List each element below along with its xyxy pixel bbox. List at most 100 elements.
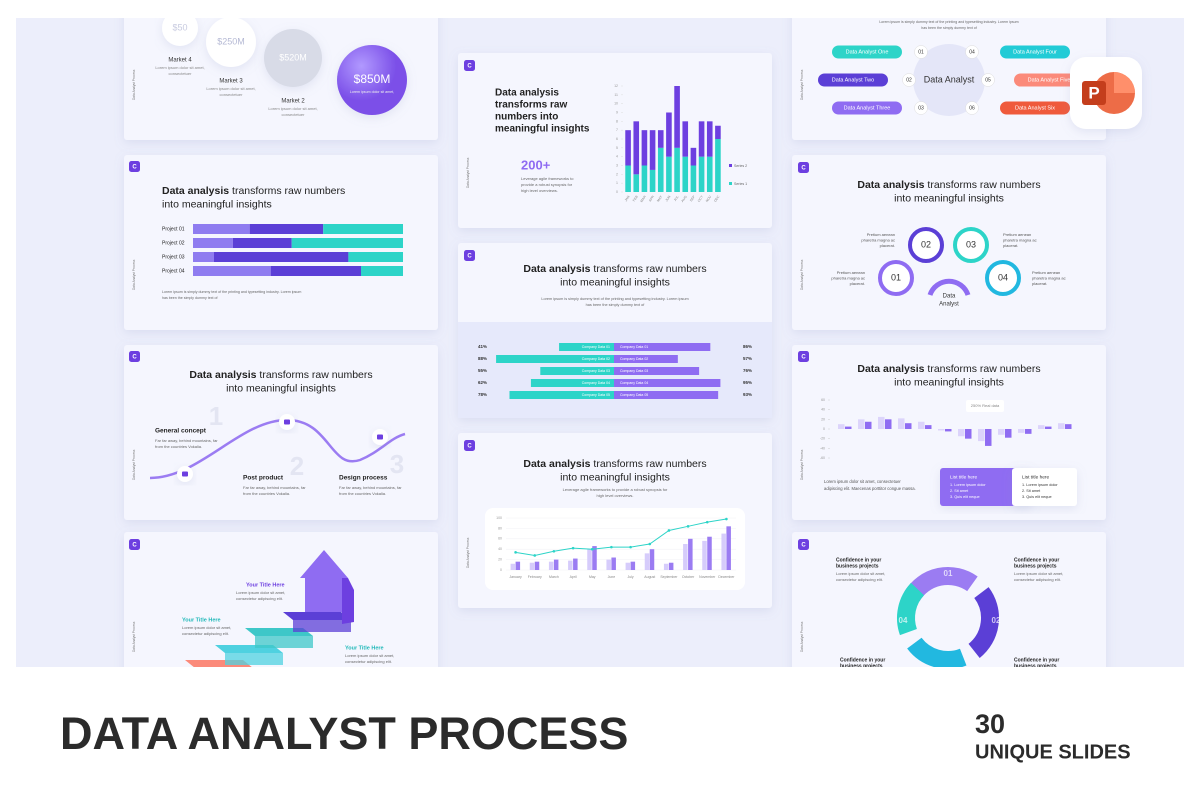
slide-heading: into meaningful insights bbox=[894, 376, 1004, 388]
stair-title: Your Title Here bbox=[246, 582, 285, 588]
cycle-arrow bbox=[897, 582, 925, 636]
note: has been the simply dummy text of bbox=[162, 296, 218, 300]
value-label: 88% bbox=[478, 356, 487, 361]
bar-left bbox=[559, 343, 614, 351]
side-label: Data Analyst Process bbox=[800, 449, 804, 480]
market-bubble bbox=[206, 18, 256, 67]
step-label: pharetra magna ac bbox=[831, 276, 865, 281]
step-label: placerat. bbox=[1003, 243, 1018, 248]
y-tick-label: 5 bbox=[616, 146, 618, 150]
step-label: Pretium aenean bbox=[867, 232, 895, 237]
bar bbox=[878, 416, 885, 429]
heading-bold: Data analysis bbox=[162, 185, 229, 197]
project-bar bbox=[361, 266, 403, 276]
bar-label: Company Data 04 bbox=[582, 381, 610, 385]
analyst-num: 05 bbox=[985, 77, 991, 83]
step-number: 03 bbox=[966, 239, 976, 249]
value-label: 78% bbox=[478, 392, 487, 397]
project-name: Project 02 bbox=[162, 240, 185, 246]
bar bbox=[726, 526, 731, 570]
bar bbox=[978, 429, 985, 442]
bar-right bbox=[614, 355, 678, 363]
side-label: Data Analyst Process bbox=[466, 157, 470, 188]
step-icon-glyph bbox=[284, 419, 290, 425]
stair-title: Your Title Here bbox=[345, 645, 384, 651]
bar-label: Company Data 03 bbox=[582, 369, 610, 373]
bar-label: Company Data 04 bbox=[620, 381, 648, 385]
step-title: General concept bbox=[155, 428, 207, 435]
market-desc: consectetuer bbox=[169, 71, 193, 76]
slide-heading: into meaningful insights bbox=[894, 192, 1004, 204]
body-text: Lorem ipsum dolor sit amet, consectetuer bbox=[824, 479, 901, 484]
x-tick-label: January bbox=[509, 575, 522, 579]
bar bbox=[838, 424, 845, 429]
bar-label: Company Data 01 bbox=[620, 345, 648, 349]
slide-heading: Data analysis transforms raw numbers bbox=[857, 363, 1040, 375]
logo: C bbox=[467, 64, 472, 70]
body-text: adipiscing elit. Maecenas porttitor cong… bbox=[824, 486, 916, 491]
step-label: Pretium aenean bbox=[837, 270, 865, 275]
bar-label: Company Data 02 bbox=[582, 357, 610, 361]
bar bbox=[534, 561, 540, 570]
bar bbox=[905, 423, 912, 429]
x-tick-label: APR bbox=[648, 194, 656, 202]
bar bbox=[865, 421, 872, 429]
step-ring bbox=[953, 227, 989, 263]
bar bbox=[721, 533, 726, 570]
cycle-title: business projects bbox=[1014, 663, 1057, 669]
legend-swatch bbox=[729, 182, 732, 185]
logo-badge bbox=[464, 250, 475, 261]
side-label: Data Analyst Process bbox=[800, 69, 804, 100]
y-tick-label: 20 bbox=[498, 558, 502, 562]
logo: C bbox=[132, 165, 137, 171]
market-desc: Lorem ipsum dolor sit amet, bbox=[268, 106, 317, 111]
analyst-name: Data Analyst Three bbox=[844, 105, 891, 111]
bar-right bbox=[614, 367, 700, 375]
card-item: 3. Quis elit neque bbox=[1022, 495, 1052, 499]
y-tick-label: 80 bbox=[498, 526, 502, 530]
side-label: Data Analyst Process bbox=[800, 259, 804, 290]
line-point bbox=[667, 529, 671, 532]
heading-rest: transforms raw numbers bbox=[925, 179, 1041, 191]
card-item: 2. Sit amet bbox=[950, 489, 969, 493]
bar bbox=[644, 553, 650, 570]
slide-heading: into meaningful insights bbox=[560, 276, 670, 288]
bar bbox=[707, 536, 712, 570]
step-label: pharetra magna ac bbox=[861, 238, 895, 243]
card-item: 3. Quis elit neque bbox=[950, 495, 980, 499]
stair-desc: Lorem ipsum dolor sit amet, bbox=[182, 625, 231, 630]
value-label: 57% bbox=[743, 356, 752, 361]
analyst-num-bg bbox=[914, 101, 928, 115]
y-tick-label: 0 bbox=[616, 190, 618, 194]
bar bbox=[885, 419, 892, 429]
logo-badge bbox=[798, 351, 809, 362]
project-bar bbox=[193, 238, 233, 248]
step-ring bbox=[908, 227, 944, 263]
slide-heading: Data analysis transforms raw numbers bbox=[857, 179, 1040, 191]
analyst-pill bbox=[1014, 73, 1084, 87]
y-tick-label: 0 bbox=[500, 568, 502, 572]
slide-heading: into meaningful insights bbox=[226, 382, 336, 394]
body-text: Leverage agile frameworks to provide a r… bbox=[563, 487, 668, 492]
bar-segment bbox=[715, 125, 721, 139]
analyst-num: 03 bbox=[918, 105, 924, 111]
bar-segment bbox=[682, 121, 689, 157]
slide bbox=[458, 53, 772, 228]
x-tick-label: JAN bbox=[624, 194, 631, 202]
market-bubble bbox=[264, 29, 322, 87]
bar-segment bbox=[657, 147, 664, 192]
step-ring bbox=[985, 260, 1021, 296]
logo: C bbox=[132, 543, 137, 549]
bar bbox=[630, 561, 636, 570]
analyst-num: 06 bbox=[969, 105, 975, 111]
analyst-name: Data Analyst One bbox=[846, 49, 889, 55]
logo: C bbox=[467, 444, 472, 450]
bar-segment bbox=[715, 139, 721, 192]
footer-count: 30 bbox=[975, 709, 1005, 739]
x-tick-label: December bbox=[718, 575, 735, 579]
bar bbox=[611, 557, 616, 570]
bar-right bbox=[614, 343, 711, 351]
bar-label: Company Data 05 bbox=[582, 393, 610, 397]
market-label: Market 3 bbox=[219, 79, 243, 85]
list-card bbox=[1012, 468, 1077, 506]
